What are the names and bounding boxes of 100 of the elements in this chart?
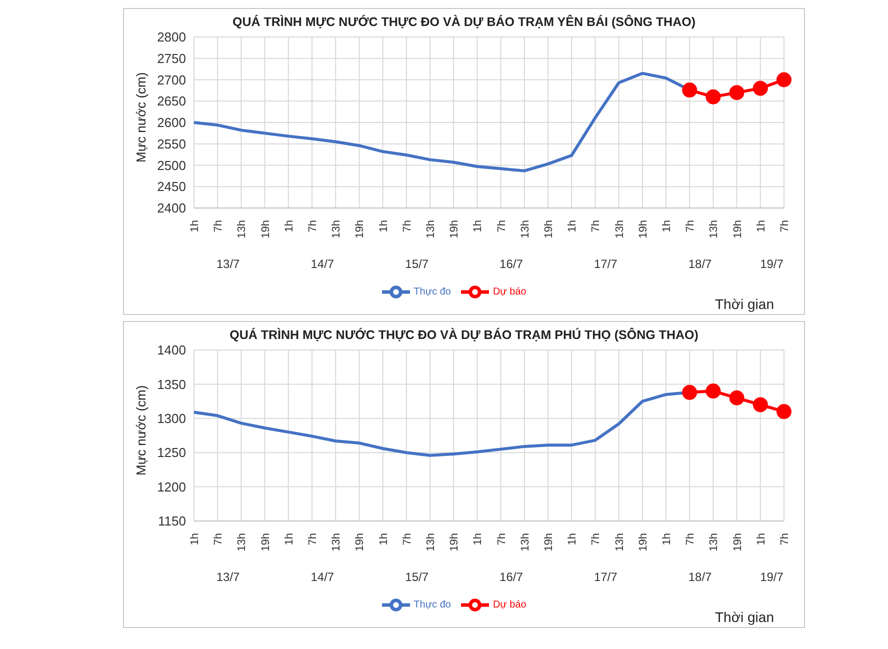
x-tick-label: 19h <box>448 220 461 238</box>
x-tick-label: 19h <box>732 220 744 238</box>
legend-label: Thực đo <box>414 600 451 611</box>
x-tick-label: 1h <box>283 533 296 546</box>
y-tick-label: 2600 <box>157 115 186 130</box>
point <box>776 404 792 420</box>
y-tick-label: 1250 <box>157 445 186 460</box>
legend-label: Dự báo <box>492 286 526 298</box>
y-tick-label: 2500 <box>157 158 186 173</box>
point <box>776 72 792 88</box>
x-tick-label: 7h <box>684 220 697 232</box>
x-tick-label: 7h <box>307 220 319 232</box>
x-tick-label: 19h <box>543 220 555 238</box>
x-tick-label: 1h <box>378 533 390 546</box>
y-tick-label: 2400 <box>157 200 186 216</box>
x-tick-label: 19h <box>260 220 272 238</box>
x-tick-label: 13h <box>330 533 343 552</box>
x-tick-label: 7h <box>779 220 791 232</box>
x-tick-label: 13h <box>708 533 720 552</box>
chart-title: QUÁ TRÌNH MỰC NƯỚC THỰC ĐO VÀ DỰ BÁO TRẠM PHÚ THỌ (SÔNG THAO) <box>228 326 700 342</box>
x-tick-label: 19h <box>448 533 461 552</box>
x-tick-label: 19h <box>543 533 555 552</box>
point <box>729 85 744 100</box>
y-tick-label: 1300 <box>157 411 186 426</box>
x-tick-label: 1h <box>661 533 673 546</box>
text: 18/7 <box>688 257 712 271</box>
y-axis-title: Mực nước (cm) <box>134 385 149 476</box>
text: 16/7 <box>500 257 524 271</box>
x-tick-label: 13h <box>425 533 437 552</box>
x-tick-label: 7h <box>496 533 508 546</box>
x-tick-label: 13h <box>519 220 532 238</box>
x-tick-label: 19h <box>637 220 650 238</box>
x-tick-label: 7h <box>496 220 508 232</box>
text: 19/7 <box>760 570 784 584</box>
text: 15/7 <box>405 257 429 271</box>
y-tick-label: 1150 <box>158 514 186 529</box>
point <box>706 384 721 399</box>
x-tick-label: 19h <box>260 533 272 552</box>
x-tick-label: 7h <box>307 533 319 546</box>
x-tick-label: 13h <box>708 220 720 238</box>
y-tick-label: 2650 <box>157 94 186 109</box>
text: 13/7 <box>216 257 240 271</box>
text: 14/7 <box>310 570 334 584</box>
legend-label: Dự báo <box>492 600 526 611</box>
x-tick-label: 1h <box>472 220 484 232</box>
x-tick-label: 7h <box>590 533 602 546</box>
x-tick-label: 13h <box>330 220 343 238</box>
y-tick-label: 2550 <box>157 136 186 152</box>
x-tick-label: 1h <box>472 533 484 546</box>
point <box>682 384 698 400</box>
x-tick-label: 7h <box>684 533 697 546</box>
text: 14/7 <box>310 257 334 271</box>
x-tick-label: 1h <box>378 220 390 232</box>
x-tick-label: 19h <box>732 533 744 552</box>
x-tick-label: 1h <box>189 220 201 232</box>
text: 18/7 <box>688 570 712 584</box>
x-tick-label: 13h <box>236 220 248 238</box>
x-tick-label: 13h <box>236 533 248 552</box>
x-tick-label: 1h <box>566 220 579 232</box>
x-tick-label: 13h <box>614 220 626 238</box>
x-tick-label: 13h <box>425 220 437 238</box>
point <box>682 82 698 98</box>
point <box>752 397 768 412</box>
text: 17/7 <box>594 257 618 271</box>
x-tick-label: 19h <box>637 533 650 552</box>
x-tick-label: 7h <box>779 533 791 546</box>
x-tick-label: 19h <box>354 533 366 552</box>
chart-title: QUÁ TRÌNH MỰC NƯỚC THỰC ĐO VÀ DỰ BÁO TRẠM YÊN BÁI (SÔNG THAO) <box>231 14 696 29</box>
y-axis-title: Mực nước (cm) <box>134 72 149 162</box>
x-tick-label: 13h <box>614 533 626 552</box>
x-tick-label: 7h <box>401 533 414 546</box>
x-tick-label: 1h <box>566 533 579 546</box>
y-tick-label: 2450 <box>157 179 186 194</box>
x-tick-label: 1h <box>661 220 673 232</box>
text: 13/7 <box>216 570 240 584</box>
text: 15/7 <box>405 570 429 584</box>
text: 17/7 <box>594 570 618 584</box>
y-tick-label: 2750 <box>157 50 186 66</box>
x-tick-label: 7h <box>401 220 414 232</box>
legend-label: Thực đo <box>414 286 451 298</box>
y-tick-label: 1350 <box>157 376 186 392</box>
point <box>729 390 744 406</box>
x-axis-title: Thời gian <box>715 296 774 312</box>
x-tick-label: 19h <box>354 220 366 238</box>
x-axis-title: Thời gian <box>715 609 774 625</box>
y-tick-label: 2800 <box>157 30 186 45</box>
x-tick-label: 7h <box>212 220 225 232</box>
x-tick-label: 1h <box>755 220 768 232</box>
point <box>706 89 721 104</box>
text: 19/7 <box>760 257 784 271</box>
y-tick-label: 2700 <box>157 72 186 88</box>
x-tick-label: 7h <box>212 533 225 546</box>
point <box>752 80 768 96</box>
x-tick-label: 13h <box>519 533 532 552</box>
x-tick-label: 1h <box>755 533 768 546</box>
text: 16/7 <box>500 570 524 584</box>
x-tick-label: 1h <box>189 533 201 546</box>
y-tick-label: 1400 <box>157 342 186 358</box>
x-tick-label: 7h <box>590 220 602 232</box>
x-tick-label: 1h <box>283 220 296 232</box>
